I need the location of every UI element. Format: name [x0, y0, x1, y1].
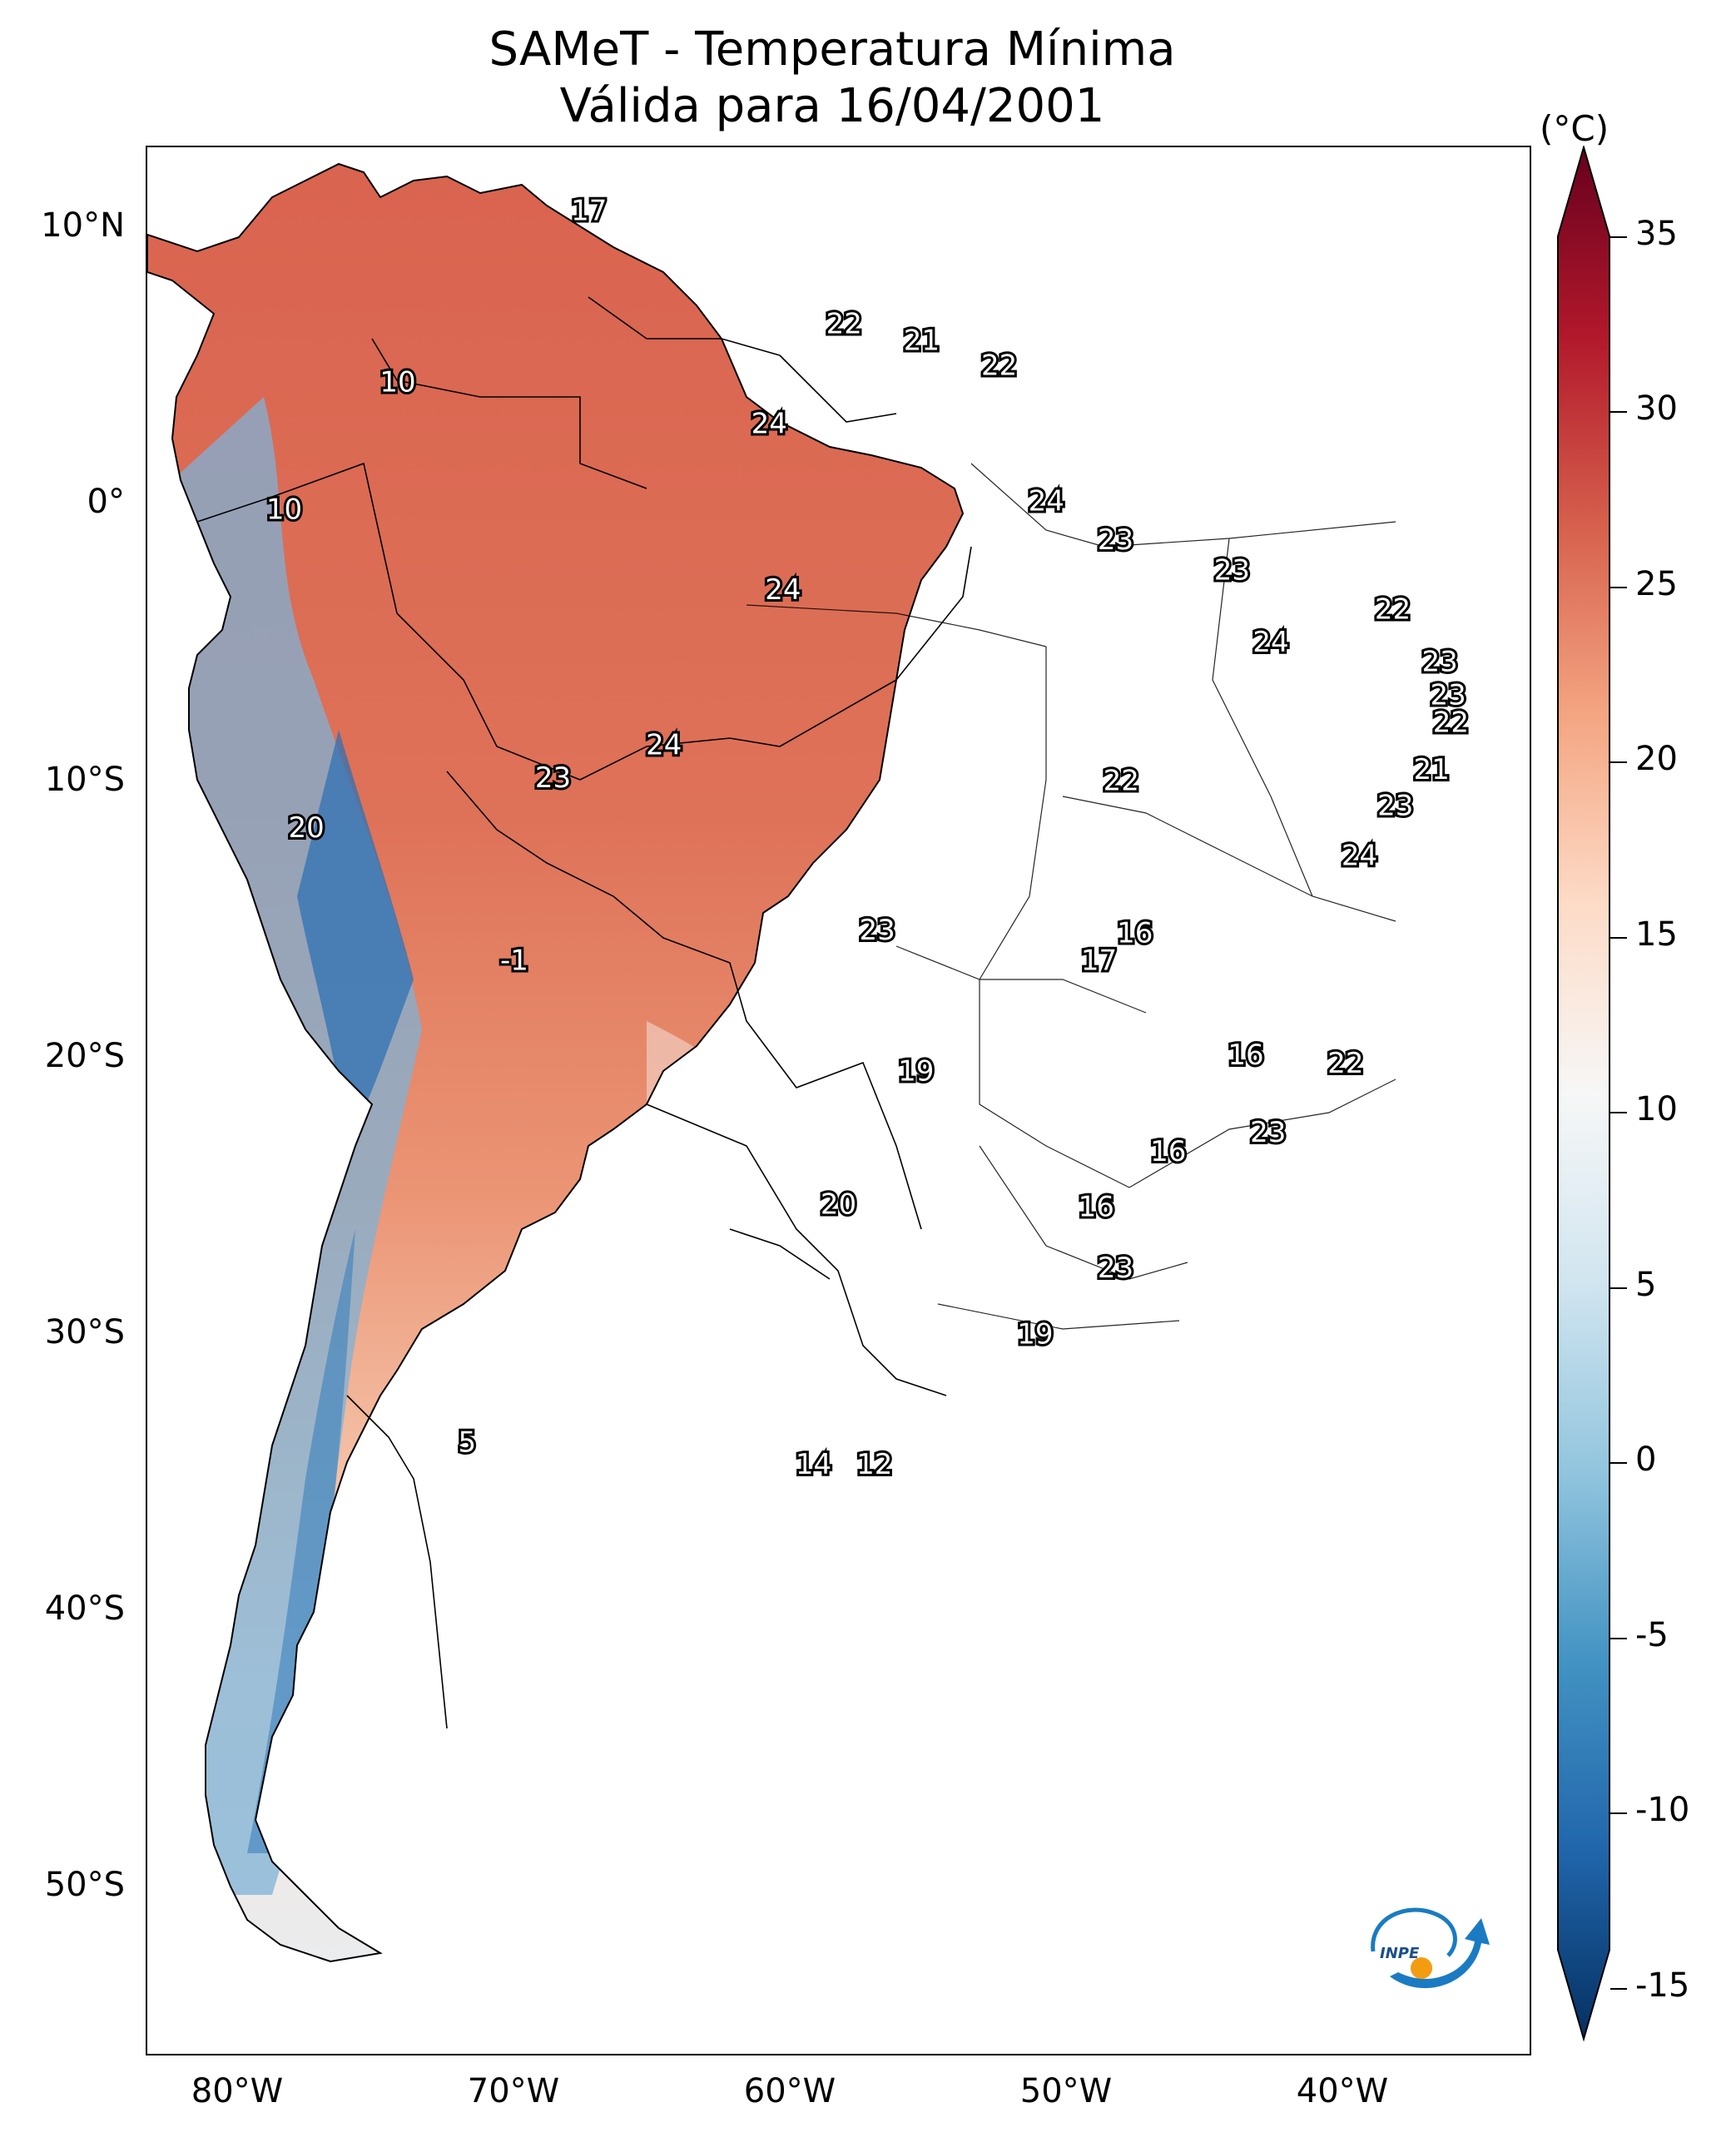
contour-label: 22 [826, 308, 862, 341]
colorbar-tick-35: 35 [1635, 215, 1678, 253]
contour-label: 23 [1098, 523, 1133, 557]
contour-label: 23 [1098, 1252, 1133, 1285]
lat-label-30s: 30°S [44, 1313, 125, 1351]
lat-label-20s: 20°S [44, 1037, 125, 1075]
lat-label-10n: 10°N [41, 206, 125, 245]
contour-label: -1 [500, 945, 528, 978]
contour-label: 17 [571, 194, 607, 227]
contour-label: 23 [1214, 554, 1250, 588]
colorbar-tick-10: 10 [1635, 1090, 1678, 1128]
map-title: SAMeT - Temperatura Mínima [489, 22, 1176, 77]
contour-label: 21 [1413, 753, 1449, 786]
country-borders [196, 296, 972, 1729]
contour-label: 16 [1228, 1039, 1263, 1072]
colorbar-tick-5: 5 [1635, 1266, 1657, 1304]
logo-text: INPE [1380, 1945, 1420, 1962]
contour-label: 20 [821, 1188, 856, 1221]
colorbar-tick-0: 0 [1635, 1440, 1657, 1479]
colorbar [1557, 146, 1610, 2042]
contour-label: 5 [458, 1426, 476, 1459]
lat-label-40s: 40°S [44, 1589, 125, 1628]
lon-label-40w: 40°W [1296, 2072, 1389, 2110]
contour-label: 19 [1017, 1318, 1053, 1351]
contour-label: 24 [646, 728, 682, 761]
contour-label: 22 [981, 350, 1017, 383]
contour-label: 24 [1252, 626, 1288, 659]
contour-label: 14 [796, 1448, 831, 1481]
map-frame [146, 146, 1531, 2055]
state-borders [746, 463, 1396, 1330]
colorbar-tick-25: 25 [1635, 565, 1678, 603]
colorbar-tick-minus5: -5 [1635, 1616, 1669, 1654]
colorbar-tick-15: 15 [1635, 915, 1678, 954]
contour-label: 16 [1150, 1135, 1186, 1168]
contour-label: 22 [1433, 707, 1469, 740]
lon-label-50w: 50°W [1019, 2072, 1113, 2110]
temperature-map [147, 163, 1396, 1962]
colorbar-tick-minus15: -15 [1635, 1966, 1690, 2005]
contour-label: 19 [898, 1055, 934, 1088]
contour-label: 22 [1104, 765, 1139, 798]
contour-label: 23 [1250, 1116, 1286, 1149]
contour-label: 23 [1430, 678, 1466, 712]
lat-label-10s: 10°S [44, 761, 125, 799]
contour-label: 23 [1421, 646, 1457, 679]
lat-label-0: 0° [87, 483, 125, 521]
colorbar-tick-20: 20 [1635, 740, 1678, 778]
contour-label: 21 [904, 325, 940, 358]
colorbar-tick-30: 30 [1635, 389, 1678, 428]
contour-label: 20 [288, 811, 324, 845]
colorbar-tick-minus10: -10 [1635, 1791, 1690, 1829]
contour-label: 10 [266, 493, 302, 527]
contour-label: 24 [751, 407, 787, 440]
lat-label-50s: 50°S [44, 1866, 125, 1904]
map-subtitle: Válida para 16/04/2001 [559, 79, 1105, 133]
contour-label: 24 [1029, 485, 1064, 518]
contour-label: 23 [1377, 789, 1413, 822]
colorbar-unit: (°C) [1540, 108, 1610, 149]
contour-label: 24 [1342, 839, 1377, 872]
lon-label-60w: 60°W [743, 2072, 836, 2110]
contour-label: 17 [1081, 945, 1117, 978]
lon-label-70w: 70°W [467, 2072, 560, 2110]
contour-label: 16 [1117, 916, 1153, 950]
contour-label: 10 [379, 366, 415, 399]
lon-label-80w: 80°W [191, 2072, 284, 2110]
contour-label: 22 [1327, 1047, 1363, 1080]
contour-label: 24 [765, 573, 801, 607]
contour-label: 23 [535, 761, 571, 795]
inpe-logo: INPE [1371, 1907, 1490, 1989]
contour-label: 23 [859, 914, 895, 947]
contour-label: 22 [1375, 593, 1411, 626]
contour-label: 16 [1079, 1191, 1114, 1224]
contour-label: 12 [856, 1448, 892, 1481]
